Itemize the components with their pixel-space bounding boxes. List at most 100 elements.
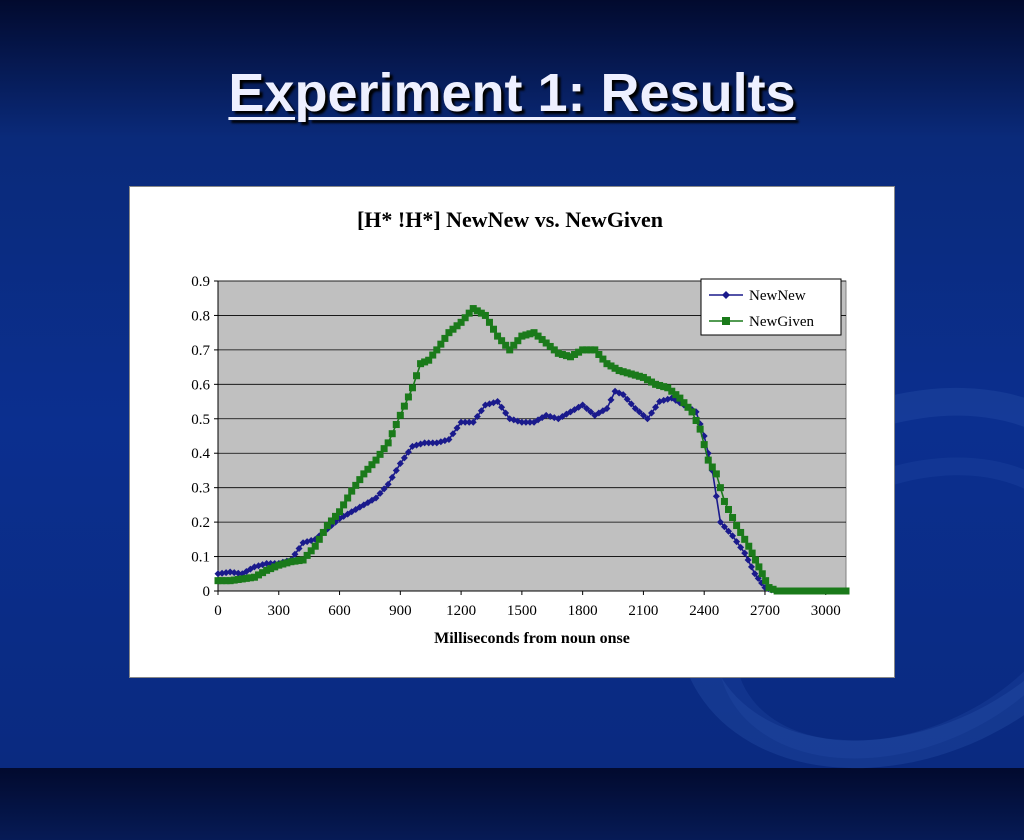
point-newgiven: [340, 501, 348, 509]
point-newgiven: [498, 337, 506, 345]
point-newgiven: [793, 587, 801, 595]
point-newnew: [473, 412, 481, 420]
point-newnew: [453, 424, 461, 432]
point-newnew: [469, 418, 477, 426]
point-newgiven: [348, 487, 356, 495]
point-newgiven: [643, 376, 651, 384]
point-newnew: [425, 439, 433, 447]
point-newgiven: [368, 461, 376, 469]
point-newgiven: [279, 560, 287, 568]
point-newgiven: [485, 318, 493, 326]
point-newnew: [380, 485, 388, 493]
point-newnew: [368, 496, 376, 504]
point-newnew: [648, 409, 656, 417]
point-newnew: [619, 391, 627, 399]
line-chart: [H* !H*] NewNew vs. NewGiven 0 0.1 0.2 0.3 0.…: [191, 207, 850, 647]
point-newgiven: [250, 573, 258, 581]
point-newgiven: [510, 341, 518, 349]
point-newnew: [587, 408, 595, 416]
point-newnew: [729, 532, 737, 540]
point-newnew: [465, 418, 473, 426]
point-newgiven: [376, 450, 384, 458]
point-newgiven: [323, 522, 331, 530]
point-newgiven: [765, 584, 773, 592]
x-tick-label: 900: [389, 603, 412, 619]
y-tick-label: 0.4: [191, 446, 210, 462]
point-newnew: [429, 439, 437, 447]
point-newgiven: [445, 329, 453, 337]
point-newgiven: [797, 587, 805, 595]
point-newgiven: [692, 417, 700, 424]
y-tick-label: 0: [203, 584, 211, 600]
legend-marker-newnew: [722, 291, 730, 299]
point-newgiven: [413, 372, 421, 380]
point-newgiven: [830, 587, 838, 595]
point-newgiven: [781, 587, 789, 595]
point-newgiven: [404, 393, 412, 401]
point-newgiven: [461, 314, 469, 322]
point-newgiven: [469, 305, 477, 313]
point-newgiven: [639, 373, 647, 381]
point-newgiven: [364, 465, 372, 473]
x-tick-label: 2700: [750, 603, 780, 619]
point-newgiven: [700, 441, 708, 449]
point-newnew: [396, 460, 404, 468]
point-newgiven: [822, 587, 830, 595]
point-newnew: [744, 556, 752, 564]
point-newgiven: [392, 421, 400, 429]
point-newgiven: [842, 587, 850, 595]
point-newgiven: [777, 587, 785, 595]
x-tick-label: 1200: [446, 603, 476, 619]
point-newgiven: [242, 574, 250, 582]
point-newgiven: [814, 587, 822, 595]
point-newnew: [461, 418, 469, 426]
point-newgiven: [380, 445, 388, 453]
point-newnew: [627, 400, 635, 408]
point-newnew: [494, 398, 502, 406]
point-newgiven: [408, 384, 416, 392]
point-newgiven: [372, 456, 380, 464]
point-newnew: [234, 569, 242, 577]
point-newgiven: [453, 322, 461, 330]
point-newnew: [615, 389, 623, 397]
point-newgiven: [327, 517, 335, 525]
point-newgiven: [352, 481, 360, 489]
point-newnew: [635, 408, 643, 416]
point-newgiven: [762, 577, 770, 585]
point-newgiven: [752, 556, 760, 564]
point-newgiven: [530, 329, 538, 337]
point-newgiven: [785, 587, 793, 595]
x-tick-label: 2100: [628, 603, 658, 619]
point-newgiven: [652, 380, 660, 388]
point-newgiven: [729, 514, 737, 522]
point-newgiven: [307, 547, 315, 555]
point-newgiven: [672, 391, 680, 399]
point-newgiven: [311, 542, 319, 550]
point-newnew: [603, 404, 611, 412]
legend-marker-newgiven: [722, 317, 730, 325]
point-newnew: [295, 545, 303, 553]
point-newnew: [643, 415, 651, 423]
point-newnew: [255, 562, 263, 570]
point-newnew: [307, 536, 315, 544]
x-tick-label: 2400: [689, 603, 719, 619]
x-axis-label: Milliseconds from noun onse: [434, 630, 630, 647]
point-newgiven: [704, 456, 712, 464]
point-newgiven: [238, 575, 246, 583]
point-newgiven: [712, 470, 720, 478]
y-tick-label: 0.3: [191, 481, 210, 497]
point-newgiven: [263, 566, 271, 574]
point-newgiven: [733, 522, 741, 530]
x-tick-label: 600: [328, 603, 351, 619]
point-newgiven: [315, 535, 323, 543]
point-newgiven: [344, 494, 352, 502]
point-newgiven: [773, 587, 781, 595]
y-tick-label: 0.5: [191, 412, 210, 428]
point-newgiven: [234, 576, 242, 584]
point-newgiven: [720, 497, 728, 505]
point-newnew: [457, 418, 465, 426]
point-newgiven: [587, 346, 595, 354]
point-newgiven: [303, 551, 311, 559]
point-newnew: [518, 418, 526, 426]
legend-label-newgiven: NewGiven: [749, 314, 814, 330]
